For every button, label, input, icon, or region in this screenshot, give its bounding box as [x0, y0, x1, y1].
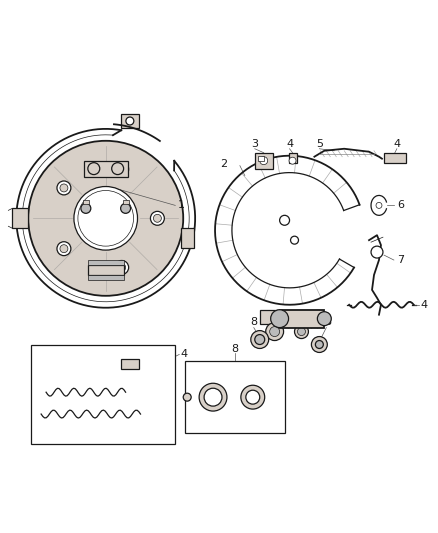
- Circle shape: [153, 214, 161, 222]
- Bar: [88, 275, 124, 280]
- Circle shape: [57, 242, 71, 256]
- Bar: [88, 265, 124, 275]
- Circle shape: [246, 390, 260, 404]
- Bar: [12, 208, 28, 228]
- Circle shape: [57, 181, 71, 195]
- Text: 7: 7: [397, 255, 404, 265]
- Text: 2: 2: [220, 159, 227, 168]
- Circle shape: [297, 328, 305, 336]
- Bar: [120, 359, 138, 369]
- Circle shape: [78, 190, 134, 246]
- Bar: [279, 310, 324, 328]
- Circle shape: [112, 163, 124, 175]
- Circle shape: [120, 204, 131, 213]
- Circle shape: [74, 187, 138, 250]
- Bar: [31, 344, 175, 444]
- Text: 3: 3: [251, 139, 258, 149]
- Circle shape: [28, 141, 183, 296]
- Bar: [258, 156, 264, 160]
- Circle shape: [376, 203, 382, 208]
- Circle shape: [255, 335, 265, 344]
- Circle shape: [311, 336, 327, 352]
- Text: 4: 4: [286, 139, 293, 149]
- Circle shape: [251, 330, 268, 349]
- Circle shape: [118, 263, 126, 271]
- Text: 9: 9: [268, 317, 275, 327]
- Text: 4: 4: [421, 300, 428, 310]
- Text: 5: 5: [316, 139, 323, 149]
- Text: 4: 4: [393, 139, 400, 149]
- Circle shape: [290, 236, 298, 244]
- Circle shape: [183, 393, 191, 401]
- Bar: [88, 260, 124, 265]
- Circle shape: [371, 246, 383, 258]
- Circle shape: [270, 327, 279, 336]
- Circle shape: [199, 383, 227, 411]
- Circle shape: [318, 312, 331, 326]
- Circle shape: [289, 157, 296, 164]
- Bar: [83, 200, 89, 204]
- Text: 8: 8: [324, 317, 332, 327]
- Circle shape: [118, 165, 126, 173]
- Circle shape: [126, 117, 134, 125]
- Circle shape: [60, 184, 68, 192]
- Circle shape: [204, 388, 222, 406]
- Circle shape: [271, 310, 289, 328]
- Bar: [121, 114, 139, 128]
- Bar: [123, 200, 129, 204]
- Text: 8: 8: [251, 317, 258, 327]
- Circle shape: [88, 163, 100, 175]
- Circle shape: [150, 212, 164, 225]
- Circle shape: [266, 322, 283, 341]
- Bar: [260, 310, 319, 324]
- Bar: [289, 153, 297, 163]
- Circle shape: [279, 215, 290, 225]
- Circle shape: [260, 157, 268, 165]
- Circle shape: [241, 385, 265, 409]
- Text: 8: 8: [231, 344, 238, 354]
- Circle shape: [60, 245, 68, 253]
- Circle shape: [294, 325, 308, 338]
- Text: 6: 6: [397, 200, 404, 211]
- Bar: [255, 153, 273, 168]
- Circle shape: [115, 261, 129, 274]
- Circle shape: [81, 204, 91, 213]
- Bar: [384, 153, 406, 163]
- Bar: [84, 160, 127, 176]
- Circle shape: [315, 341, 323, 349]
- Circle shape: [115, 162, 129, 176]
- Bar: [185, 361, 285, 433]
- Text: 1: 1: [178, 200, 185, 211]
- Bar: [180, 229, 194, 248]
- Text: 4: 4: [180, 350, 187, 359]
